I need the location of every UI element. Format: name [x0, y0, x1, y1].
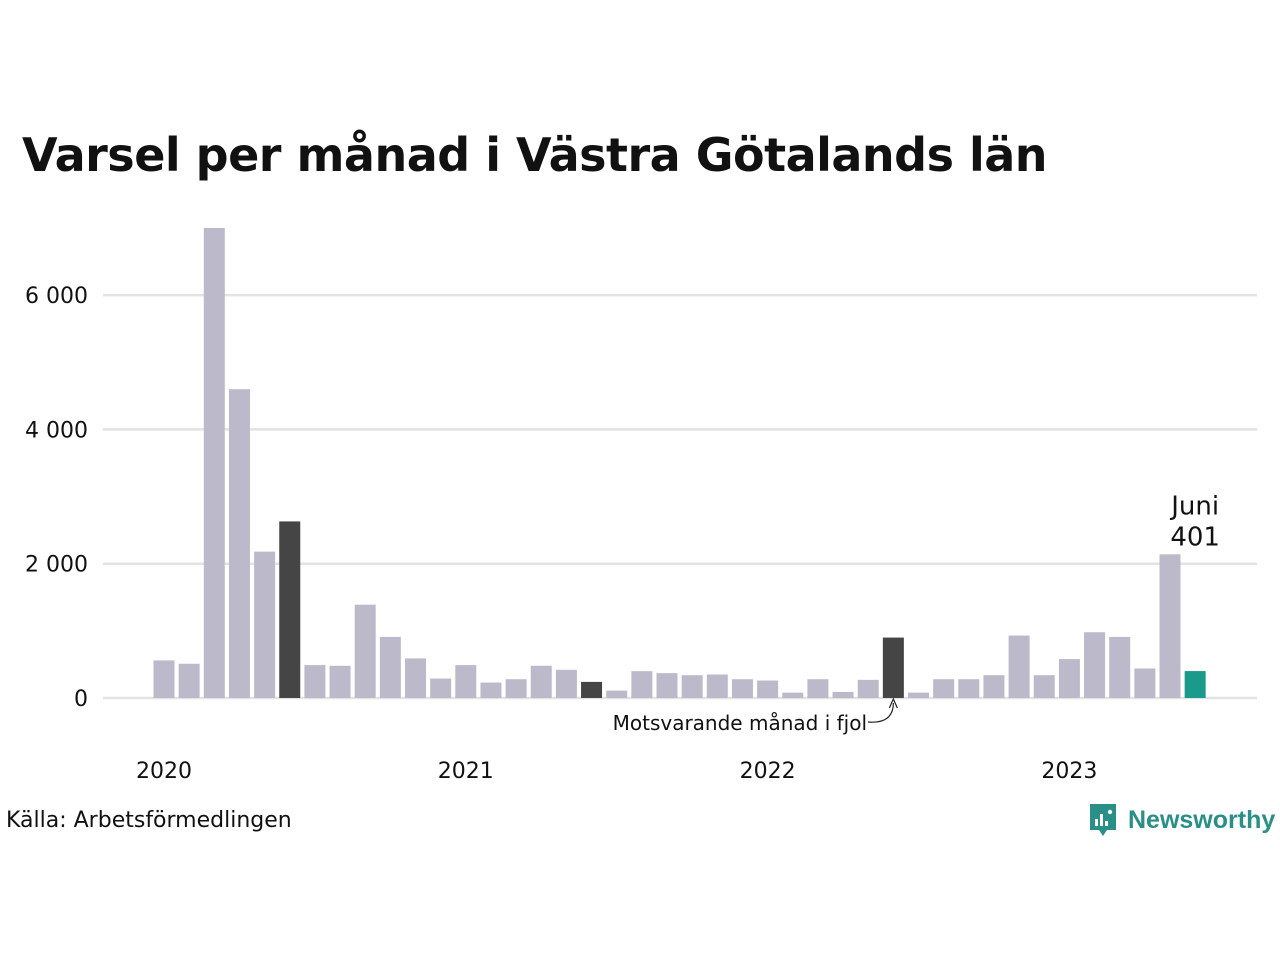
bar	[304, 665, 326, 698]
bar	[505, 679, 527, 698]
bar	[329, 665, 351, 698]
annotation-arrow-head	[888, 697, 898, 709]
bar	[178, 663, 200, 698]
bar	[354, 604, 376, 698]
bar	[430, 678, 452, 698]
y-tick-label: 4 000	[25, 418, 88, 443]
source-note: Källa: Arbetsförmedlingen	[6, 808, 292, 833]
bar	[1084, 632, 1106, 698]
bar	[153, 660, 175, 698]
bar	[958, 679, 980, 698]
y-tick-label: 0	[74, 687, 88, 712]
bar	[983, 675, 1005, 698]
bar-chart: 0 2 000 4 000 6 000 2020 2021 2022 2023 Juni40…	[25, 228, 1257, 784]
bar	[656, 673, 678, 698]
bar	[908, 692, 929, 698]
x-year-label: 2020	[136, 759, 192, 784]
x-axis-year-labels: 2020 2021 2022 2023	[136, 759, 1097, 784]
bar	[731, 679, 753, 698]
annotation-label: Motsvarande månad i fjol	[613, 711, 867, 735]
bar	[1033, 675, 1055, 698]
bar	[1058, 659, 1080, 698]
y-tick-label: 2 000	[25, 553, 88, 578]
current-month-label: Juni	[1169, 491, 1219, 521]
bar	[807, 679, 829, 698]
bar-last-year	[279, 521, 301, 698]
bar	[203, 228, 225, 698]
bars	[153, 228, 1206, 698]
current-value-label: 401	[1170, 522, 1220, 552]
bar	[480, 682, 502, 698]
bar	[606, 690, 628, 698]
x-year-label: 2021	[438, 759, 494, 784]
bar	[757, 680, 779, 698]
bar-current	[1184, 671, 1206, 698]
bar	[681, 675, 703, 698]
grid-lines	[103, 293, 1257, 700]
chart-title: Varsel per månad i Västra Götalands län	[22, 128, 1048, 182]
bar-last-year	[581, 681, 603, 698]
brand-logo: Newsworthy	[1088, 802, 1275, 838]
bar	[228, 389, 250, 698]
y-tick-label: 6 000	[25, 284, 88, 309]
bar	[706, 674, 728, 698]
newsworthy-logo-icon	[1090, 804, 1116, 836]
bar-last-year	[882, 637, 904, 698]
x-year-label: 2022	[740, 759, 796, 784]
bar	[857, 679, 879, 698]
y-axis-ticks: 0 2 000 4 000 6 000	[25, 284, 88, 712]
bar	[455, 665, 477, 698]
bar	[782, 692, 804, 698]
bar	[1008, 635, 1030, 698]
bar	[254, 551, 276, 698]
bar	[405, 658, 426, 698]
annotation-arrow-line	[867, 702, 894, 723]
bar	[631, 671, 653, 698]
bar	[530, 665, 552, 698]
bar	[379, 636, 401, 698]
bar	[1159, 554, 1181, 698]
bar	[1134, 668, 1156, 698]
brand-name: Newsworthy	[1128, 805, 1276, 834]
bar	[555, 669, 577, 698]
bar	[1109, 636, 1131, 698]
x-year-label: 2023	[1041, 759, 1097, 784]
bar	[933, 679, 955, 698]
bar	[832, 691, 854, 698]
